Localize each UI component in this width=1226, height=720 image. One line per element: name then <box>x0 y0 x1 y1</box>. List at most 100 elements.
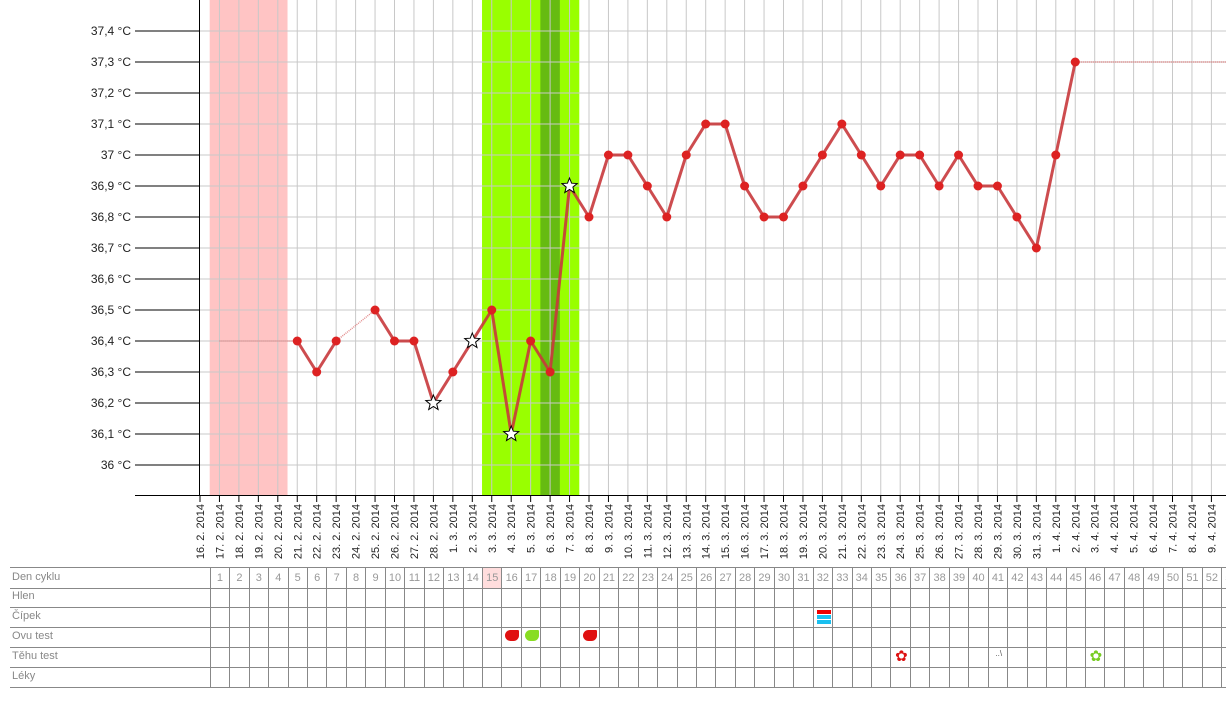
temperature-point <box>331 336 341 346</box>
table-cell <box>1026 647 1046 667</box>
table-cell <box>384 607 404 627</box>
table-cell <box>1065 647 1085 667</box>
table-row: Hlen <box>10 587 1226 608</box>
table-cell <box>1123 627 1143 647</box>
table-cell <box>1143 647 1162 667</box>
table-cell <box>1046 627 1065 647</box>
table-cell <box>443 607 462 627</box>
temperature-point <box>603 150 613 160</box>
y-tick-label: 37,4 °C <box>91 24 131 38</box>
temperature-point <box>681 150 691 160</box>
table-cell <box>365 647 384 667</box>
table-cell: 1 <box>209 568 229 588</box>
row-label: Den cyklu <box>12 571 61 583</box>
table-cell: 28 <box>734 568 754 588</box>
table-cell <box>326 667 345 687</box>
y-tick-label: 36,5 °C <box>91 303 131 317</box>
x-tick-label: 31. 3. 2014 <box>1031 504 1043 559</box>
table-cell <box>365 607 384 627</box>
table-cell <box>618 647 637 667</box>
y-tick-label: 36,6 °C <box>91 272 131 286</box>
table-cell <box>326 607 345 627</box>
table-cell <box>1084 607 1104 627</box>
y-tick-label: 36 °C <box>101 458 131 472</box>
table-cell <box>287 587 307 607</box>
table-cell <box>229 587 248 607</box>
table-cell <box>443 667 462 687</box>
table-cell <box>871 587 890 607</box>
x-tick-label: 17. 3. 2014 <box>759 504 771 559</box>
temperature-point <box>623 150 633 160</box>
table-cell: 29 <box>754 568 773 588</box>
table-cell <box>695 627 715 647</box>
table-cell <box>209 667 229 687</box>
table-cell <box>715 667 734 687</box>
table-cell <box>482 667 501 687</box>
table-cell <box>209 607 229 627</box>
x-tick-label: 9. 3. 2014 <box>603 504 615 553</box>
table-cell <box>1046 667 1065 687</box>
table-cell: 38 <box>929 568 948 588</box>
temperature-point <box>662 212 672 222</box>
table-cell <box>423 667 443 687</box>
table-cell <box>948 607 968 627</box>
table-cell <box>987 627 1007 647</box>
table-cell <box>579 607 598 627</box>
temperature-segment <box>918 154 941 187</box>
temperature-segment <box>432 371 455 404</box>
table-cell <box>890 587 909 607</box>
table-cell <box>734 647 754 667</box>
table-cell: 15 <box>482 568 502 588</box>
table-cell <box>793 647 812 667</box>
table-cell <box>384 667 404 687</box>
table-cell <box>326 647 345 667</box>
table-cell <box>1201 647 1221 667</box>
temperature-point <box>954 150 964 160</box>
table-cell <box>287 627 307 647</box>
table-cell: 45 <box>1065 568 1085 588</box>
table-row: Ovu test <box>10 627 1226 648</box>
table-cell <box>637 627 657 647</box>
table-cell: 52 <box>1201 568 1221 588</box>
x-tick-label: 11. 3. 2014 <box>642 504 654 558</box>
temperature-point <box>876 181 886 191</box>
table-cell <box>968 627 987 647</box>
table-cell <box>598 587 618 607</box>
temperature-segment <box>335 309 376 342</box>
table-cell <box>832 647 851 667</box>
table-cell <box>404 607 423 627</box>
table-cell <box>268 647 287 667</box>
table-cell <box>968 587 987 607</box>
star-marker <box>502 424 521 442</box>
table-cell <box>404 627 423 647</box>
table-cell <box>482 627 501 647</box>
x-tick-label: 20. 3. 2014 <box>817 504 829 559</box>
table-cell: 23 <box>637 568 657 588</box>
table-cell <box>793 667 812 687</box>
table-cell <box>598 607 618 627</box>
star-marker <box>560 176 579 194</box>
table-cell <box>559 667 579 687</box>
table-cell <box>306 647 326 667</box>
table-cell <box>637 587 657 607</box>
table-cell <box>929 587 948 607</box>
table-cell <box>657 647 676 667</box>
table-cell <box>1026 587 1046 607</box>
table-cell <box>1026 667 1046 687</box>
table-cell <box>1104 627 1123 647</box>
x-tick-label: 9. 4. 2014 <box>1206 504 1218 553</box>
temperature-point <box>720 119 730 129</box>
table-cell: 6 <box>306 568 326 588</box>
table-cell <box>1182 647 1201 667</box>
table-cell <box>404 647 423 667</box>
table-cell <box>1221 607 1226 627</box>
row-label: Čípek <box>12 610 41 622</box>
table-cell <box>1162 627 1182 647</box>
table-cell <box>287 667 307 687</box>
table-cell <box>1084 627 1104 647</box>
x-tick-label: 8. 3. 2014 <box>584 504 596 553</box>
x-tick-label: 25. 2. 2014 <box>370 504 382 559</box>
temperature-point <box>740 181 750 191</box>
table-cell <box>812 627 832 647</box>
table-cell: 2 <box>229 568 248 588</box>
